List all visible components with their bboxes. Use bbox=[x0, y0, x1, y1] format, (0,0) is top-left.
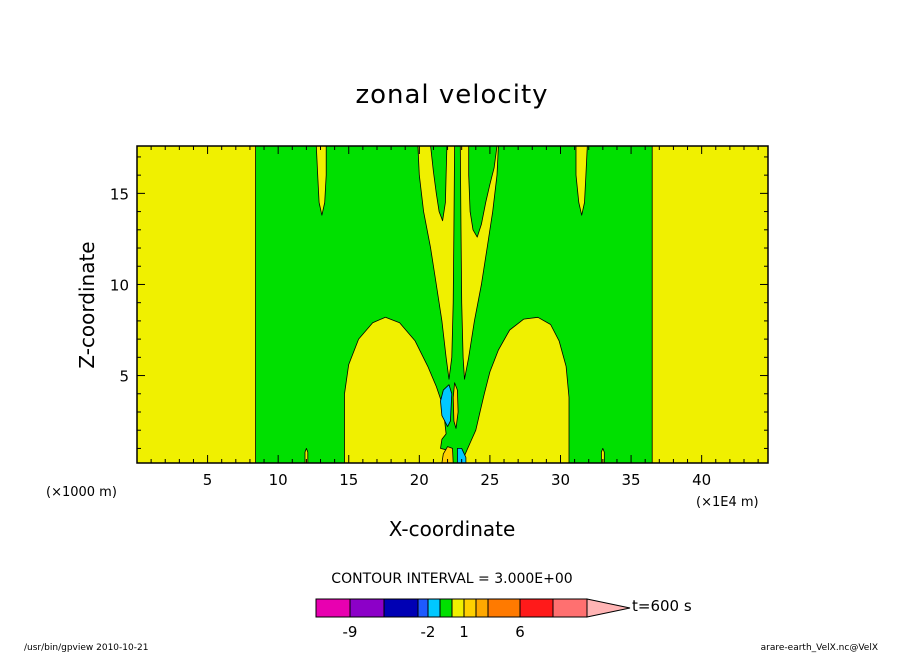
x-tick-label: 10 bbox=[269, 471, 288, 489]
x-tick-label: 30 bbox=[551, 471, 570, 489]
colorbar-tick-labels: -9 -2 1 6 bbox=[343, 623, 525, 641]
contour-region-orange-10 bbox=[452, 382, 459, 429]
colorbar-segment bbox=[451, 598, 465, 618]
colorbar-tick-label: -9 bbox=[343, 623, 358, 641]
colorbar-end-arrow bbox=[586, 598, 631, 618]
y-tick-label: 10 bbox=[110, 276, 129, 294]
y-tick-label: 15 bbox=[110, 185, 129, 203]
contour-region-green-5 bbox=[430, 145, 448, 222]
colorbar-segment bbox=[315, 598, 351, 618]
x-axis-label: X-coordinate bbox=[389, 517, 516, 541]
chart-title: zonal velocity bbox=[355, 80, 548, 110]
contour-region-cyan-9 bbox=[440, 384, 453, 428]
contour-region-yellow-2 bbox=[462, 316, 570, 464]
contour-region-green-6 bbox=[468, 145, 498, 238]
x-unit-left: (×1000 m) bbox=[46, 485, 117, 500]
colorbar-segment bbox=[487, 598, 521, 618]
colorbar bbox=[315, 598, 631, 618]
colorbar-segment bbox=[475, 598, 489, 618]
colorbar-segment bbox=[427, 598, 441, 618]
colorbar-segment bbox=[519, 598, 554, 618]
colorbar-segment bbox=[383, 598, 419, 618]
plot-area: 5 10 15 20 25 30 35 40 5 10 15 bbox=[110, 145, 769, 489]
contour-region-yellow-8 bbox=[575, 145, 588, 216]
colorbar-segment bbox=[463, 598, 477, 618]
contour-regions bbox=[137, 145, 768, 464]
contour-interval-label: CONTOUR INTERVAL = 3.000E+00 bbox=[331, 571, 572, 587]
x-axis-ticks: 5 10 15 20 25 30 35 40 bbox=[150, 146, 759, 489]
footer-right: arare-earth_VelX.nc@VelX bbox=[761, 643, 878, 653]
x-tick-label: 40 bbox=[692, 471, 711, 489]
footer-left: /usr/bin/gpview 2010-10-21 bbox=[24, 643, 148, 653]
colorbar-tick-label: 6 bbox=[515, 623, 525, 641]
x-tick-label: 15 bbox=[339, 471, 358, 489]
x-unit-right: (×1E4 m) bbox=[696, 495, 759, 510]
plot-frame bbox=[136, 145, 769, 464]
y-axis-ticks: 5 10 15 bbox=[110, 156, 768, 449]
y-axis-label: Z-coordinate bbox=[75, 241, 99, 368]
y-tick-label: 5 bbox=[119, 368, 129, 386]
colorbar-segment bbox=[439, 598, 453, 618]
colorbar-tick-label: 1 bbox=[459, 623, 469, 641]
colorbar-segment bbox=[552, 598, 588, 618]
colorbar-segment bbox=[417, 598, 429, 618]
contour-region-yellow-7 bbox=[315, 145, 327, 216]
colorbar-end-label: t=600 s bbox=[632, 597, 692, 615]
x-tick-label: 35 bbox=[622, 471, 641, 489]
colorbar-segment bbox=[349, 598, 385, 618]
colorbar-tick-label: -2 bbox=[421, 623, 436, 641]
x-tick-label: 20 bbox=[410, 471, 429, 489]
x-tick-label: 5 bbox=[203, 471, 213, 489]
x-tick-label: 25 bbox=[480, 471, 499, 489]
